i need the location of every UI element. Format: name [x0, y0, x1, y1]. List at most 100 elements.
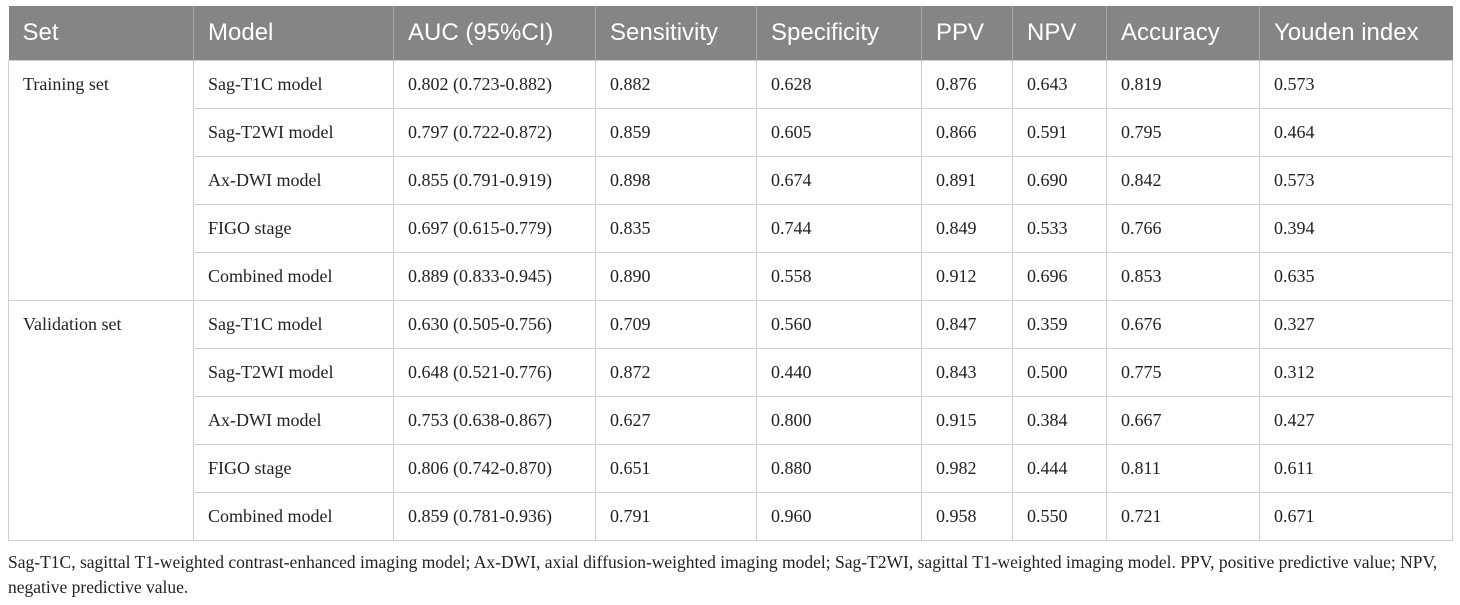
- table-cell: 0.359: [1012, 299, 1107, 349]
- table-cell: 0.847: [921, 299, 1013, 349]
- header-cell: Accuracy: [1106, 6, 1260, 60]
- table-cell: Sag-T1C model: [193, 59, 394, 109]
- header-cell: Model: [193, 6, 394, 60]
- table-cell: Ax-DWI model: [193, 395, 394, 445]
- table-cell: 0.891: [921, 155, 1013, 205]
- table-cell: Combined model: [193, 491, 394, 541]
- table-row: Validation set Sag-T1C model 0.630 (0.505-…: [8, 299, 1453, 541]
- table-cell: 0.558: [756, 251, 922, 301]
- table-cell: 0.890: [595, 251, 757, 301]
- table-cell: 0.960: [756, 491, 922, 541]
- table-cell: 0.872: [595, 347, 757, 397]
- table-cell: 0.819: [1106, 59, 1260, 109]
- table-cell: 0.855 (0.791-0.919): [393, 155, 596, 205]
- table-cell: 0.427: [1259, 395, 1453, 445]
- table-cell: Sag-T2WI model: [193, 107, 394, 157]
- table-cell: 0.835: [595, 203, 757, 253]
- table-cell: 0.882: [595, 59, 757, 109]
- table-cell: 0.533: [1012, 203, 1107, 253]
- table-cell: 0.915: [921, 395, 1013, 445]
- table-cell: 0.643: [1012, 59, 1107, 109]
- header-row: Set Model AUC (95%CI) Sensitivity Specificit…: [8, 6, 1453, 60]
- table-cell: 0.849: [921, 203, 1013, 253]
- table-cell: Combined model: [193, 251, 394, 301]
- table-cell: 0.697 (0.615-0.779): [393, 203, 596, 253]
- results-table: Set Model AUC (95%CI) Sensitivity Specificit…: [8, 6, 1453, 541]
- table-cell: 0.866: [921, 107, 1013, 157]
- table-cell: 0.842: [1106, 155, 1260, 205]
- table-cell: 0.630 (0.505-0.756): [393, 299, 596, 349]
- table-cell: 0.889 (0.833-0.945): [393, 251, 596, 301]
- table-cell: 0.912: [921, 251, 1013, 301]
- table-row: Sag-T2WI model 0.797 (0.722-0.872) 0.859 0.…: [9, 107, 1453, 157]
- header-cell: Youden index: [1259, 6, 1453, 60]
- table-row: FIGO stage 0.806 (0.742-0.870) 0.651 0.880 0…: [9, 443, 1453, 493]
- table-cell: 0.611: [1259, 443, 1453, 493]
- table-cell: 0.648 (0.521-0.776): [393, 347, 596, 397]
- table-cell: 0.800: [756, 395, 922, 445]
- header-cell: Set: [8, 6, 194, 60]
- header-cell: Specificity: [756, 6, 922, 60]
- table-cell: 0.795: [1106, 107, 1260, 157]
- table-cell: 0.667: [1106, 395, 1260, 445]
- footnote: Sag-T1C, sagittal T1-weighted contrast-e…: [8, 552, 1438, 597]
- table-cell: 0.464: [1259, 107, 1453, 157]
- table-cell: 0.444: [1012, 443, 1107, 493]
- header-cell: AUC (95%CI): [393, 6, 596, 60]
- table-cell: 0.880: [756, 443, 922, 493]
- header-cell: NPV: [1012, 6, 1107, 60]
- set-cell: Validation set: [8, 299, 194, 541]
- table-row: Sag-T2WI model 0.648 (0.521-0.776) 0.872 0.…: [9, 347, 1453, 397]
- table-cell: 0.560: [756, 299, 922, 349]
- table-cell: 0.876: [921, 59, 1013, 109]
- table-cell: 0.605: [756, 107, 922, 157]
- table-cell: 0.635: [1259, 251, 1453, 301]
- table-cell: 0.797 (0.722-0.872): [393, 107, 596, 157]
- table-cell: 0.709: [595, 299, 757, 349]
- table-cell: 0.500: [1012, 347, 1107, 397]
- header-cell: Sensitivity: [595, 6, 757, 60]
- table-cell: 0.853: [1106, 251, 1260, 301]
- table-body: Training set Sag-T1C model 0.802 (0.723-0.…: [8, 59, 1453, 541]
- table-cell: 0.811: [1106, 443, 1260, 493]
- table-cell: 0.690: [1012, 155, 1107, 205]
- table-cell: Sag-T1C model: [193, 299, 394, 349]
- table-cell: 0.671: [1259, 491, 1453, 541]
- table-cell: 0.627: [595, 395, 757, 445]
- table-cell: 0.843: [921, 347, 1013, 397]
- table-cell: 0.766: [1106, 203, 1260, 253]
- set-cell: Training set: [8, 59, 194, 301]
- table-row: Ax-DWI model 0.753 (0.638-0.867) 0.627 0.80…: [9, 395, 1453, 445]
- table-cell: 0.982: [921, 443, 1013, 493]
- table-row: Training set Sag-T1C model 0.802 (0.723-0.…: [8, 59, 1453, 301]
- table-cell: 0.312: [1259, 347, 1453, 397]
- table-row: Ax-DWI model 0.855 (0.791-0.919) 0.898 0.67…: [9, 155, 1453, 205]
- table-cell: 0.573: [1259, 59, 1453, 109]
- table-cell: 0.628: [756, 59, 922, 109]
- table-cell: 0.775: [1106, 347, 1260, 397]
- table-row: FIGO stage 0.697 (0.615-0.779) 0.835 0.744 0…: [9, 203, 1453, 253]
- table-cell: 0.674: [756, 155, 922, 205]
- table-cell: 0.806 (0.742-0.870): [393, 443, 596, 493]
- table-cell: 0.384: [1012, 395, 1107, 445]
- table-row: Combined model 0.889 (0.833-0.945) 0.890 0.…: [9, 251, 1453, 301]
- table-cell: 0.440: [756, 347, 922, 397]
- table-cell: 0.753 (0.638-0.867): [393, 395, 596, 445]
- table-cell: 0.802 (0.723-0.882): [393, 59, 596, 109]
- table-cell: 0.651: [595, 443, 757, 493]
- table-cell: 0.591: [1012, 107, 1107, 157]
- table-cell: FIGO stage: [193, 443, 394, 493]
- table-cell: 0.573: [1259, 155, 1453, 205]
- table-cell: Sag-T2WI model: [193, 347, 394, 397]
- table-cell: 0.327: [1259, 299, 1453, 349]
- table-cell: 0.676: [1106, 299, 1260, 349]
- table-cell: 0.721: [1106, 491, 1260, 541]
- table-cell: 0.898: [595, 155, 757, 205]
- table-cell: 0.791: [595, 491, 757, 541]
- table-cell: 0.859: [595, 107, 757, 157]
- table-cell: 0.394: [1259, 203, 1453, 253]
- table-cell: 0.958: [921, 491, 1013, 541]
- table-cell: 0.859 (0.781-0.936): [393, 491, 596, 541]
- table-cell: 0.550: [1012, 491, 1107, 541]
